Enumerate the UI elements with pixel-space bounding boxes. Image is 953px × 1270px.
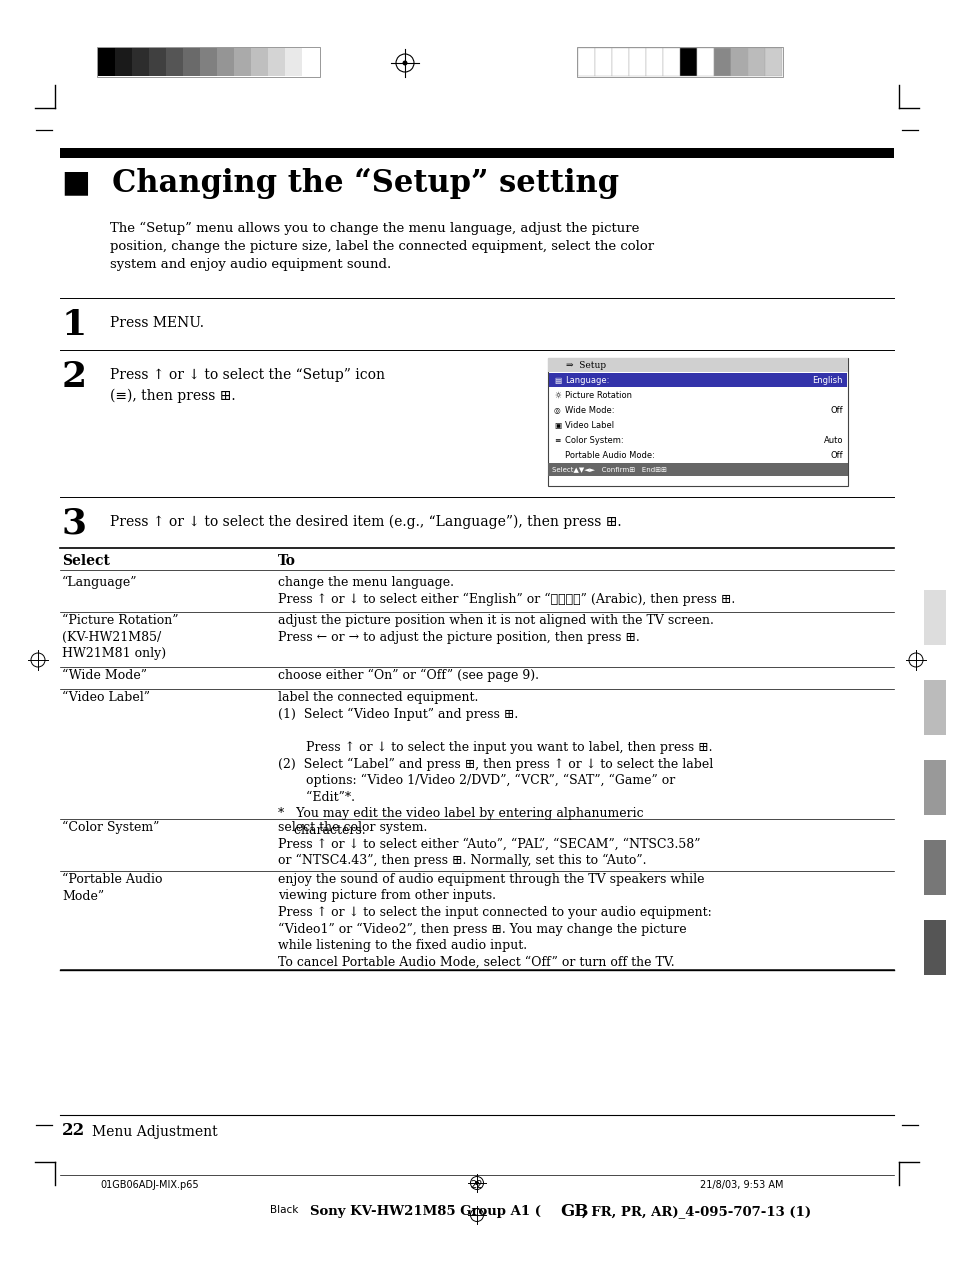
Text: 3: 3 bbox=[62, 507, 87, 541]
Text: Press ↑ or ↓ to select the desired item (e.g., “Language”), then press ⊞.: Press ↑ or ↓ to select the desired item … bbox=[110, 516, 621, 530]
Text: English: English bbox=[812, 376, 842, 385]
Text: choose either “On” or “Off” (see page 9).: choose either “On” or “Off” (see page 9)… bbox=[277, 669, 538, 682]
Bar bbox=[923, 759, 945, 815]
Text: Off: Off bbox=[829, 451, 842, 460]
Bar bbox=[97, 47, 319, 77]
Text: Off: Off bbox=[829, 406, 842, 415]
Text: 22: 22 bbox=[62, 1121, 85, 1139]
Bar bbox=[578, 48, 595, 76]
Text: Auto: Auto bbox=[822, 436, 842, 444]
Bar bbox=[268, 48, 285, 76]
Text: ◎: ◎ bbox=[554, 406, 560, 415]
Text: Language:: Language: bbox=[564, 376, 609, 385]
Text: “Video Label”: “Video Label” bbox=[62, 691, 150, 704]
Bar bbox=[251, 48, 268, 76]
Bar bbox=[628, 48, 645, 76]
Text: Video Label: Video Label bbox=[564, 420, 614, 431]
Bar bbox=[645, 48, 662, 76]
Bar bbox=[730, 48, 747, 76]
Text: label the connected equipment.
(1)  Select “Video Input” and press ⊞.

       Pr: label the connected equipment. (1) Selec… bbox=[277, 691, 713, 837]
Bar bbox=[115, 48, 132, 76]
Text: Select: Select bbox=[62, 554, 110, 568]
Text: 2: 2 bbox=[62, 359, 87, 394]
Text: Press ↑ or ↓ to select the “Setup” icon
(≡), then press ⊞.: Press ↑ or ↓ to select the “Setup” icon … bbox=[110, 368, 385, 404]
Text: ⇒  Setup: ⇒ Setup bbox=[565, 361, 605, 370]
Bar bbox=[662, 48, 679, 76]
Bar bbox=[547, 358, 847, 372]
Bar bbox=[923, 679, 945, 735]
Bar bbox=[612, 48, 628, 76]
Bar bbox=[60, 149, 893, 157]
Bar bbox=[132, 48, 149, 76]
Bar bbox=[98, 48, 115, 76]
Text: Menu Adjustment: Menu Adjustment bbox=[91, 1125, 217, 1139]
Text: ☼: ☼ bbox=[554, 391, 560, 400]
Bar bbox=[764, 48, 781, 76]
Text: Press MENU.: Press MENU. bbox=[110, 316, 204, 330]
Circle shape bbox=[402, 61, 407, 66]
Bar bbox=[595, 48, 612, 76]
Bar bbox=[679, 48, 697, 76]
Text: select the color system.
Press ↑ or ↓ to select either “Auto”, “PAL”, “SECAM”, “: select the color system. Press ↑ or ↓ to… bbox=[277, 820, 700, 867]
Bar bbox=[697, 48, 713, 76]
Text: Black: Black bbox=[270, 1205, 298, 1215]
Text: adjust the picture position when it is not aligned with the TV screen.
Press ← o: adjust the picture position when it is n… bbox=[277, 613, 713, 644]
Text: “Picture Rotation”
(KV-HW21M85/
HW21M81 only): “Picture Rotation” (KV-HW21M85/ HW21M81 … bbox=[62, 613, 178, 660]
Bar bbox=[923, 839, 945, 895]
Text: “Portable Audio
Mode”: “Portable Audio Mode” bbox=[62, 872, 162, 903]
Bar bbox=[577, 47, 782, 77]
Text: enjoy the sound of audio equipment through the TV speakers while
viewing picture: enjoy the sound of audio equipment throu… bbox=[277, 872, 711, 969]
Text: ▤: ▤ bbox=[554, 376, 560, 385]
Bar bbox=[200, 48, 216, 76]
Bar bbox=[166, 48, 183, 76]
Bar bbox=[285, 48, 302, 76]
Bar bbox=[302, 48, 318, 76]
Text: Sony KV-HW21M85 Group A1 (: Sony KV-HW21M85 Group A1 ( bbox=[310, 1205, 540, 1218]
Text: ▣: ▣ bbox=[554, 420, 560, 431]
Text: “Wide Mode”: “Wide Mode” bbox=[62, 669, 147, 682]
Bar bbox=[548, 373, 846, 387]
Text: Color System:: Color System: bbox=[564, 436, 623, 444]
Bar bbox=[183, 48, 200, 76]
Text: The “Setup” menu allows you to change the menu language, adjust the picture
posi: The “Setup” menu allows you to change th… bbox=[110, 222, 654, 272]
Text: 1: 1 bbox=[62, 309, 87, 342]
Text: Select▲▼◄►   Confirm⊞   End⊞⊞: Select▲▼◄► Confirm⊞ End⊞⊞ bbox=[552, 466, 666, 472]
Bar bbox=[547, 358, 847, 486]
Bar bbox=[713, 48, 730, 76]
Circle shape bbox=[475, 1181, 478, 1185]
Text: ■  Changing the “Setup” setting: ■ Changing the “Setup” setting bbox=[62, 168, 618, 199]
Text: 01GB06ADJ-MIX.p65: 01GB06ADJ-MIX.p65 bbox=[100, 1180, 198, 1190]
Text: Wide Mode:: Wide Mode: bbox=[564, 406, 614, 415]
Text: GB: GB bbox=[559, 1203, 588, 1220]
Text: To: To bbox=[277, 554, 295, 568]
Text: ≡: ≡ bbox=[554, 436, 559, 444]
Text: change the menu language.
Press ↑ or ↓ to select either “English” or “عربي” (Ara: change the menu language. Press ↑ or ↓ t… bbox=[277, 577, 735, 606]
Text: , FR, PR, AR)_4-095-707-13 (1): , FR, PR, AR)_4-095-707-13 (1) bbox=[581, 1205, 810, 1218]
Bar bbox=[547, 464, 847, 476]
Text: 21/8/03, 9:53 AM: 21/8/03, 9:53 AM bbox=[700, 1180, 782, 1190]
Text: Picture Rotation: Picture Rotation bbox=[564, 391, 631, 400]
Bar bbox=[233, 48, 251, 76]
Bar bbox=[923, 591, 945, 645]
Bar bbox=[149, 48, 166, 76]
Bar bbox=[923, 919, 945, 975]
Text: 22: 22 bbox=[470, 1180, 483, 1190]
Text: Portable Audio Mode:: Portable Audio Mode: bbox=[564, 451, 654, 460]
Bar bbox=[747, 48, 764, 76]
Text: “Language”: “Language” bbox=[62, 577, 137, 589]
Text: “Color System”: “Color System” bbox=[62, 820, 159, 834]
Bar bbox=[216, 48, 233, 76]
